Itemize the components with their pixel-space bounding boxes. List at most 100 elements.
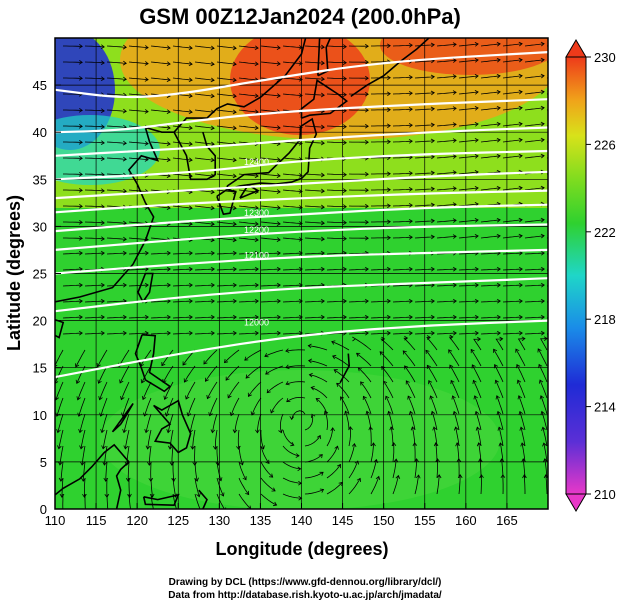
streamline xyxy=(216,93,237,97)
streamline-arrowhead xyxy=(99,412,104,417)
streamline xyxy=(521,442,526,463)
streamline xyxy=(237,429,240,450)
streamline xyxy=(478,442,482,463)
streamline-arrowhead xyxy=(286,398,291,403)
streamline xyxy=(172,61,193,65)
streamline-arrowhead xyxy=(188,266,193,272)
streamline xyxy=(207,381,218,399)
streamline xyxy=(326,268,347,271)
streamline xyxy=(545,474,548,495)
streamline xyxy=(407,395,416,415)
streamline-arrowhead xyxy=(478,458,483,463)
streamline-arrowhead xyxy=(185,395,190,400)
streamline xyxy=(260,61,281,65)
streamline-arrowhead xyxy=(100,236,105,242)
streamline xyxy=(360,381,372,399)
streamline-arrowhead xyxy=(342,266,347,272)
streamline xyxy=(414,220,435,223)
streamline xyxy=(260,300,281,303)
streamline-arrowhead xyxy=(298,314,303,320)
streamline xyxy=(546,221,548,223)
streamline xyxy=(452,395,460,415)
colorbar-tick-label: 214 xyxy=(594,400,616,415)
streamline xyxy=(216,268,237,271)
x-tick-label: 155 xyxy=(414,513,436,528)
streamline-arrowhead xyxy=(452,330,457,336)
streamline xyxy=(502,43,523,47)
streamline-arrowhead xyxy=(96,363,101,368)
streamline-arrowhead xyxy=(183,378,188,383)
streamline-arrowhead xyxy=(540,314,545,320)
streamline xyxy=(84,173,105,176)
streamline-arrowhead xyxy=(342,188,347,193)
streamline xyxy=(436,300,457,303)
streamline-arrowhead xyxy=(78,59,83,65)
streamline-arrowhead xyxy=(474,410,480,416)
streamline-arrowhead xyxy=(540,73,545,79)
streamline-arrowhead xyxy=(145,445,151,450)
streamline-arrowhead xyxy=(276,205,281,210)
streamline-arrowhead xyxy=(232,237,237,243)
streamline xyxy=(106,157,127,160)
streamline xyxy=(140,349,152,367)
streamline xyxy=(542,427,548,447)
streamline-arrowhead xyxy=(100,298,105,304)
streamline-arrowhead xyxy=(474,42,479,47)
streamline-arrowhead xyxy=(433,442,439,447)
streamline-arrowhead xyxy=(386,171,391,177)
streamline xyxy=(480,107,501,111)
streamline xyxy=(326,252,347,255)
streamline-arrowhead xyxy=(540,89,545,95)
streamline-arrowhead xyxy=(515,348,520,353)
streamline xyxy=(524,43,545,47)
streamline xyxy=(304,173,325,176)
streamline xyxy=(238,157,259,161)
streamline-arrowhead xyxy=(210,157,215,163)
streamline-arrowhead xyxy=(540,330,545,336)
streamline xyxy=(540,395,548,415)
streamline xyxy=(214,429,218,450)
colorbar-tick-label: 222 xyxy=(594,225,616,240)
streamline-arrowhead xyxy=(106,510,110,513)
streamline-arrowhead xyxy=(78,123,83,129)
streamline-arrowhead xyxy=(144,282,149,288)
streamline xyxy=(326,482,343,495)
streamline xyxy=(392,76,413,79)
streamline-arrowhead xyxy=(452,218,457,223)
streamline xyxy=(238,445,243,465)
streamline-arrowhead xyxy=(100,188,105,194)
streamline-arrowhead xyxy=(430,122,435,128)
streamline xyxy=(106,332,127,335)
streamline xyxy=(436,139,457,143)
streamline xyxy=(285,365,306,368)
streamline-arrowhead xyxy=(276,61,281,66)
streamline xyxy=(524,300,545,303)
streamline-arrowhead xyxy=(232,282,237,288)
streamline-arrowhead xyxy=(342,60,347,65)
streamline xyxy=(260,461,273,478)
streamline xyxy=(304,435,321,447)
streamline xyxy=(56,397,64,417)
streamline xyxy=(185,381,196,400)
streamline-arrowhead xyxy=(430,186,435,192)
streamline-arrowhead xyxy=(188,77,193,83)
streamline-arrowhead xyxy=(520,442,525,447)
coastline-segment xyxy=(225,117,318,191)
streamline xyxy=(150,157,171,161)
streamline-arrowhead xyxy=(298,330,303,336)
streamline xyxy=(216,332,237,335)
streamline xyxy=(260,189,281,193)
streamline xyxy=(150,332,171,335)
streamline-arrowhead xyxy=(455,442,460,447)
streamline xyxy=(390,426,394,447)
streamline xyxy=(172,252,193,255)
streamline xyxy=(282,221,303,224)
streamline xyxy=(458,268,479,271)
contour-label: 12200 xyxy=(244,225,269,235)
streamline-arrowhead xyxy=(334,445,339,450)
streamline xyxy=(348,316,369,319)
streamline xyxy=(120,381,130,400)
streamline-arrowhead xyxy=(297,466,302,472)
streamline-arrowhead xyxy=(78,43,83,49)
streamline-arrowhead xyxy=(430,266,435,272)
